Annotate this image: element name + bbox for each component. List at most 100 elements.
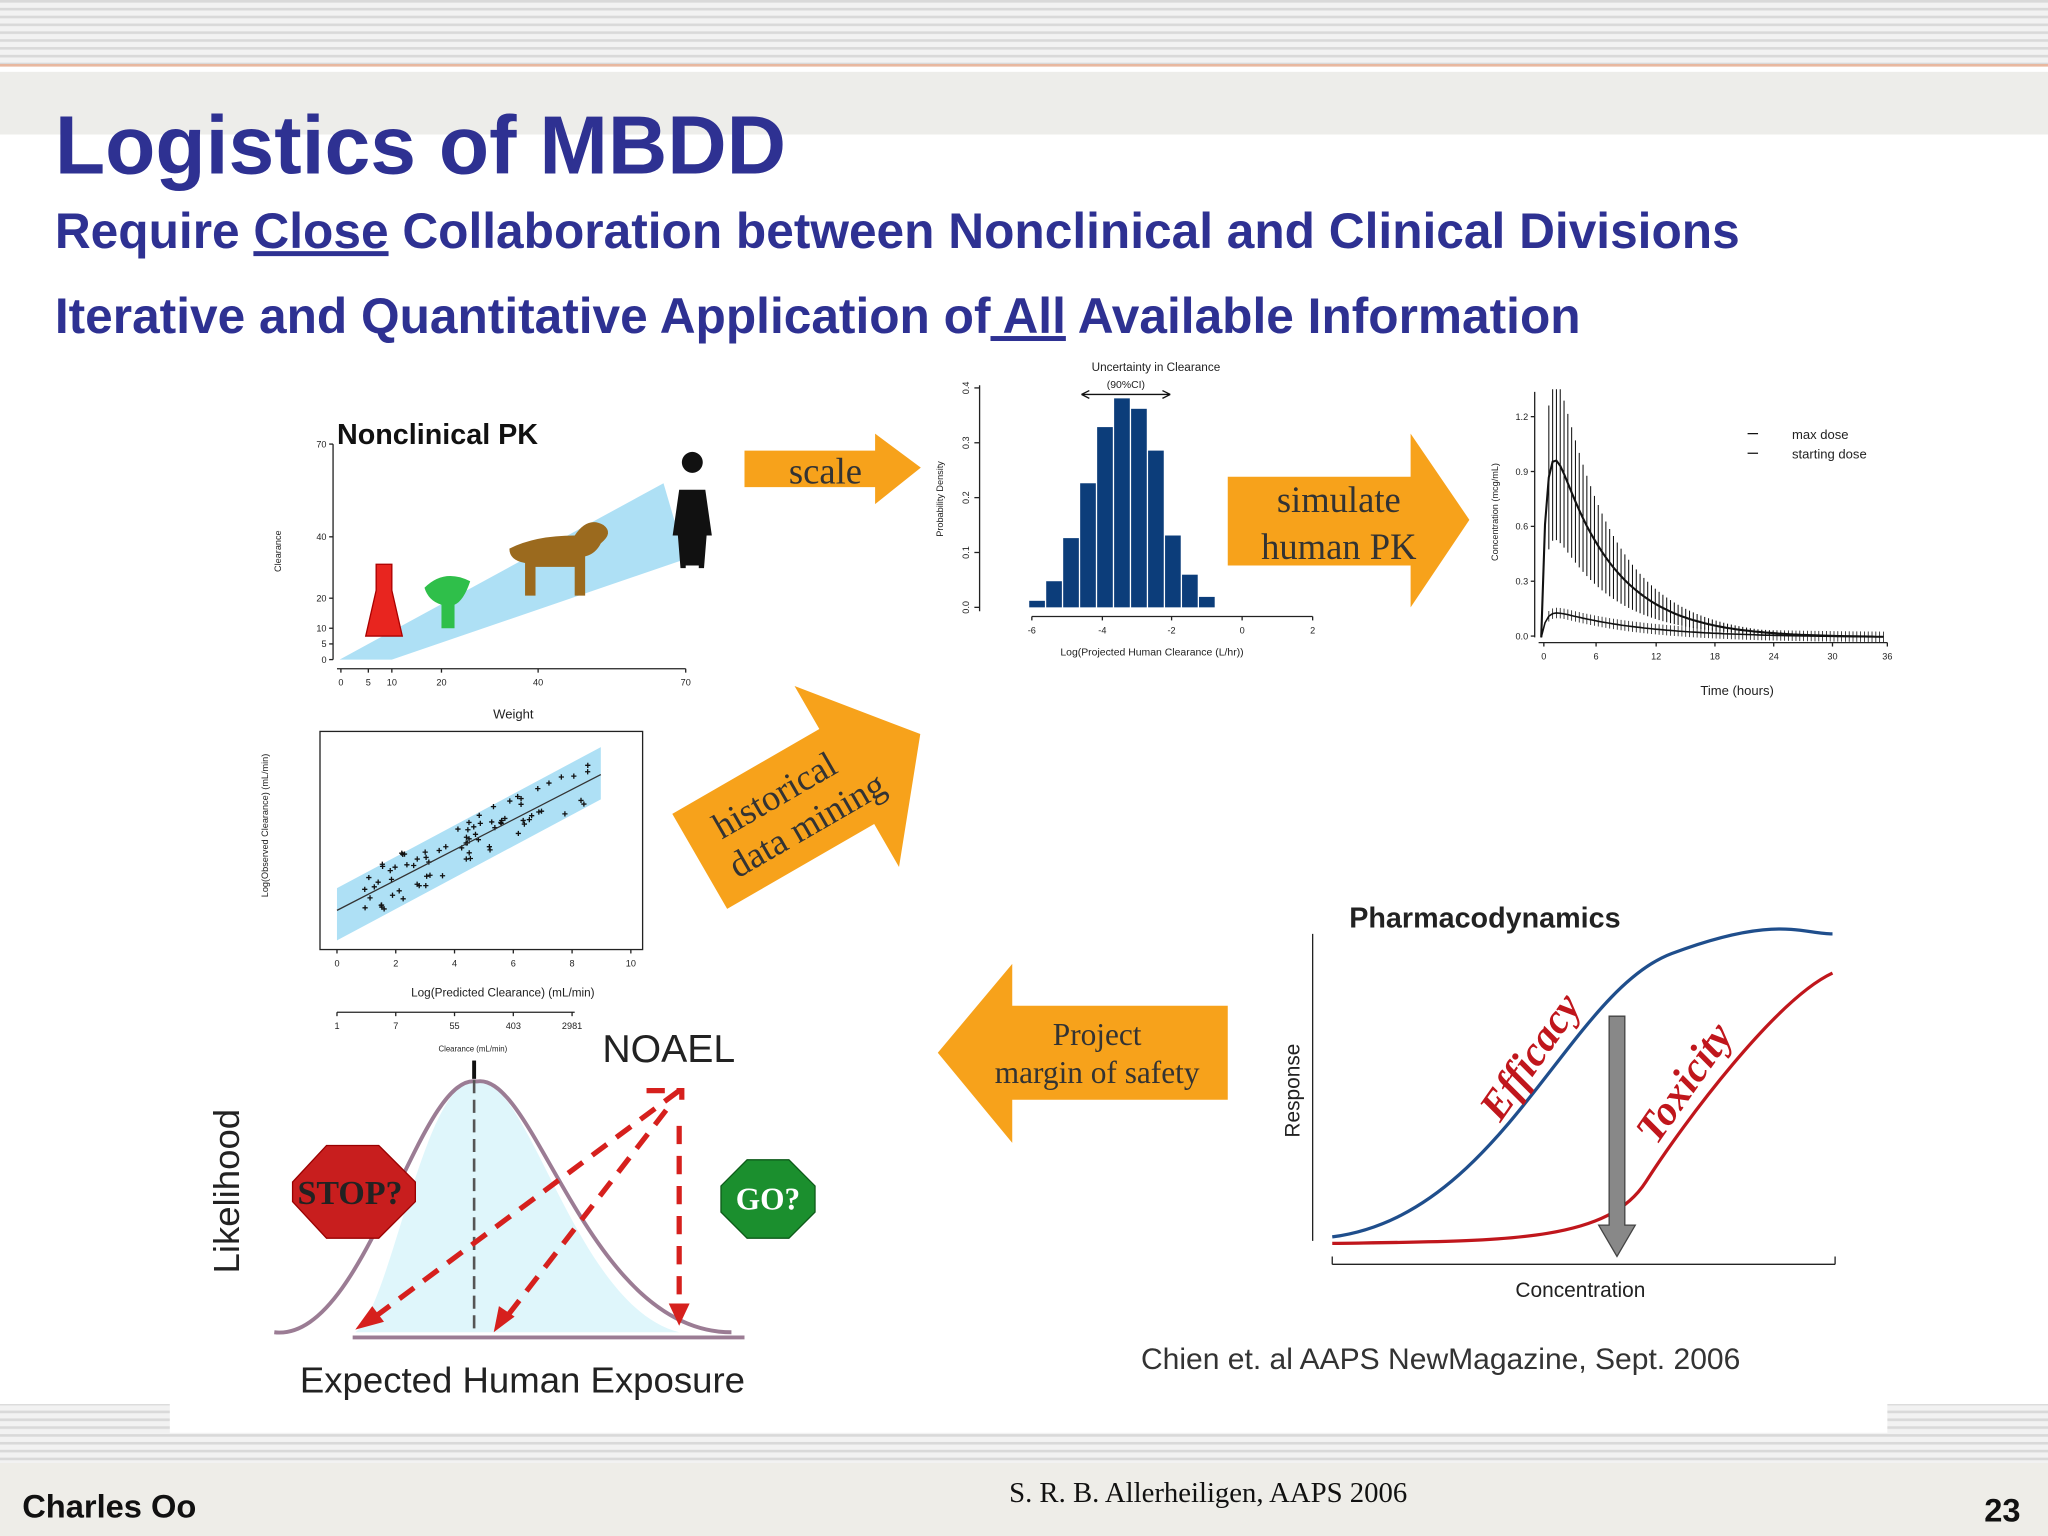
starting-dose-curve: [1540, 612, 1884, 638]
y-tick-label: 1.2: [1515, 412, 1528, 422]
nonclinical-pk-panel: Nonclinical PK Weight Clearance 70 40 20 10…: [273, 419, 712, 721]
rodent-icon: [424, 576, 471, 629]
scatter-point: [455, 826, 461, 832]
y-tick-label: 5: [321, 639, 326, 649]
scatter-point: [487, 847, 493, 853]
scatter-point: [558, 774, 564, 780]
y-tick-label: 0.6: [1515, 522, 1528, 532]
x-tick-label: 8: [570, 959, 575, 969]
panel-title: Nonclinical PK: [337, 419, 538, 451]
y-tick-label: 0.2: [961, 491, 971, 504]
bar: [1199, 596, 1215, 608]
scatter-point: [486, 844, 492, 850]
y-axis-label: Clearance: [273, 530, 283, 572]
scatter-point: [436, 847, 442, 854]
subtitle-part: Iterative and Quantitative Application o…: [55, 288, 991, 344]
scatter-point: [502, 815, 508, 822]
dashed-arrow: [500, 1108, 669, 1324]
dashed-arrow: [366, 1088, 681, 1324]
stop-sign: [291, 1144, 416, 1239]
scatter-point: [562, 811, 568, 817]
page-number: 23: [1984, 1492, 2020, 1529]
scatter-point: [424, 873, 430, 879]
scatter-point: [585, 762, 591, 768]
subtitle-part: Available Information: [1066, 288, 1581, 344]
dog-icon: [509, 522, 609, 596]
x-tick-label: 0: [1240, 625, 1245, 635]
flask-icon: [364, 563, 404, 637]
arrow-label: margin of safety: [995, 1055, 1200, 1090]
scatter-point: [388, 876, 395, 883]
efficacy-curve: [1332, 927, 1833, 1239]
y-tick-label: 0: [321, 655, 326, 665]
scatter-point: [362, 886, 368, 892]
footer-source: S. R. B. Allerheiligen, AAPS 2006: [1009, 1477, 1407, 1509]
scatter-point: [467, 855, 473, 862]
scatter-point: [489, 819, 495, 825]
plot-frame: [319, 730, 644, 951]
y-axis-label: Concentration (mcg/mL): [1490, 463, 1500, 561]
scatter-point: [387, 868, 393, 874]
x-tick-label: 24: [1769, 652, 1779, 662]
y-axis-label: Log(Observed Clearance) (mL/min): [260, 754, 270, 898]
scatter-point: [362, 905, 368, 911]
shape: 0 2 4 6 8 10 1 7 55 403 2981: [334, 949, 636, 1031]
scatter-point: [411, 862, 417, 869]
scatter-point: [515, 830, 521, 837]
secondary-axis-label: Clearance (mL/min): [438, 1044, 507, 1053]
arrowhead: [668, 1303, 690, 1326]
arrow-shape: [1227, 433, 1470, 608]
bar: [1182, 574, 1198, 608]
y-tick-label: 10: [316, 624, 326, 634]
stop-label: STOP?: [298, 1175, 403, 1212]
scatter-point: [521, 821, 527, 827]
x-tick-label: 12: [1651, 652, 1661, 662]
x-tick-label: 10: [387, 678, 397, 688]
panel-title: Pharmacodynamics: [1349, 902, 1620, 934]
arrow-label: simulate: [1277, 479, 1401, 520]
scatter-point: [490, 803, 497, 810]
project-arrow: Project margin of safety: [937, 963, 1228, 1143]
arrowhead: [493, 1306, 515, 1333]
scatter-point: [422, 849, 428, 855]
x-tick-label: 2: [1310, 625, 1315, 635]
scatter-point: [526, 817, 532, 823]
go-sign: [720, 1159, 816, 1239]
scatter-point: [414, 856, 420, 862]
y-axis-label: Likelihood: [206, 1109, 247, 1274]
x-tick-label: 7: [393, 1021, 398, 1031]
x-tick-label: 0: [334, 959, 339, 969]
scatter-point: [400, 896, 406, 902]
scatter-point: [518, 795, 524, 802]
scatter-point: [466, 850, 472, 856]
arrow-label: Project: [1053, 1017, 1142, 1052]
bar: [1165, 535, 1181, 608]
x-tick-label: 6: [1594, 652, 1599, 662]
shape: [1540, 389, 1884, 643]
subtitle: Iterative and Quantitative Application o…: [55, 288, 1581, 344]
scatter-point: [371, 884, 377, 890]
y-tick-label: 0.4: [961, 382, 971, 395]
scale-arrow: scale: [744, 433, 921, 505]
x-tick-label: 1: [334, 1021, 339, 1031]
scatter-point: [515, 793, 521, 800]
legend-entry: starting dose: [1792, 446, 1867, 461]
scatter-point: [439, 873, 446, 879]
scatter-point: [389, 892, 396, 898]
scatter-point: [538, 808, 545, 814]
bar: [1114, 398, 1130, 608]
arrow-label: human PK: [1261, 526, 1417, 567]
top-stripes: [0, 0, 2048, 66]
simulation-panel: max dose starting dose Time (hours) Conc…: [1490, 389, 1892, 698]
histogram-bars: [1029, 398, 1215, 608]
scatter-point: [518, 801, 524, 807]
footer-author: Charles Oo: [22, 1488, 196, 1525]
subtitle-emphasis: All: [991, 288, 1066, 344]
scatter-point: [423, 854, 429, 861]
y-tick-label: 0.3: [961, 436, 971, 449]
title-band: [0, 71, 2048, 135]
x-tick-label: 20: [436, 678, 446, 688]
x-tick-label: 18: [1710, 652, 1720, 662]
axes: [332, 444, 686, 670]
